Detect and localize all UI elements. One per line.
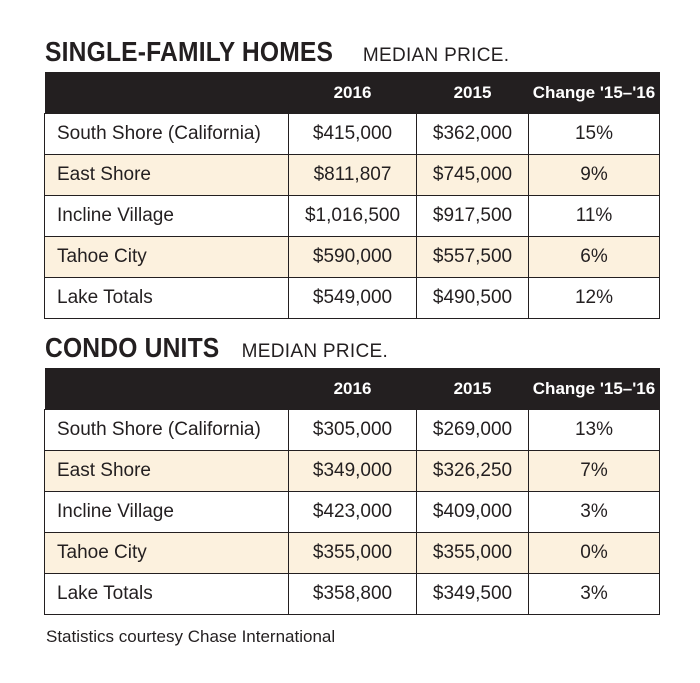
condo-heading: CONDO UNITS — [45, 332, 220, 363]
price-change: 11% — [528, 195, 660, 237]
price-2016: $349,000 — [288, 450, 417, 492]
price-2016: $811,807 — [288, 154, 417, 196]
header-2015: 2015 — [416, 72, 529, 114]
condo-table: 2016 2015 Change '15–'16 South Shore (Ca… — [44, 368, 660, 615]
table-row: South Shore (California) $415,000 $362,0… — [44, 113, 660, 155]
area-name: Incline Village — [44, 195, 289, 237]
price-change: 0% — [528, 532, 660, 574]
single-family-title: SINGLE-FAMILY HOMES MEDIAN PRICE. — [45, 36, 509, 68]
price-change: 7% — [528, 450, 660, 492]
single-family-subtitle: MEDIAN PRICE. — [362, 45, 510, 66]
table-row: South Shore (California) $305,000 $269,0… — [44, 409, 660, 451]
price-2016: $305,000 — [288, 409, 417, 451]
header-change: Change '15–'16 — [528, 72, 660, 114]
header-area — [44, 72, 289, 114]
table-row: Incline Village $1,016,500 $917,500 11% — [44, 195, 660, 237]
area-name: South Shore (California) — [44, 409, 289, 451]
price-2015: $355,000 — [416, 532, 529, 574]
area-name: East Shore — [44, 154, 289, 196]
single-family-heading: SINGLE-FAMILY HOMES — [45, 36, 334, 67]
price-change: 3% — [528, 491, 660, 533]
header-2016: 2016 — [288, 368, 417, 410]
header-area — [44, 368, 289, 410]
price-2015: $917,500 — [416, 195, 529, 237]
condo-subtitle: MEDIAN PRICE. — [241, 341, 389, 362]
price-2016: $590,000 — [288, 236, 417, 278]
price-2016: $415,000 — [288, 113, 417, 155]
area-name: East Shore — [44, 450, 289, 492]
area-name: Lake Totals — [44, 573, 289, 615]
area-name: Lake Totals — [44, 277, 289, 319]
table-row: Lake Totals $549,000 $490,500 12% — [44, 277, 660, 319]
header-2016: 2016 — [288, 72, 417, 114]
condo-title: CONDO UNITS MEDIAN PRICE. — [45, 332, 388, 364]
price-2016: $358,800 — [288, 573, 417, 615]
area-name: Tahoe City — [44, 236, 289, 278]
price-2015: $490,500 — [416, 277, 529, 319]
price-2016: $549,000 — [288, 277, 417, 319]
price-2015: $409,000 — [416, 491, 529, 533]
table-header-row: 2016 2015 Change '15–'16 — [44, 72, 660, 114]
price-change: 15% — [528, 113, 660, 155]
table-row: Tahoe City $590,000 $557,500 6% — [44, 236, 660, 278]
price-change: 12% — [528, 277, 660, 319]
price-2015: $326,250 — [416, 450, 529, 492]
price-change: 9% — [528, 154, 660, 196]
price-2016: $423,000 — [288, 491, 417, 533]
price-2016: $355,000 — [288, 532, 417, 574]
table-row: East Shore $349,000 $326,250 7% — [44, 450, 660, 492]
table-header-row: 2016 2015 Change '15–'16 — [44, 368, 660, 410]
price-change: 6% — [528, 236, 660, 278]
price-change: 3% — [528, 573, 660, 615]
table-row: Incline Village $423,000 $409,000 3% — [44, 491, 660, 533]
header-change: Change '15–'16 — [528, 368, 660, 410]
source-footnote: Statistics courtesy Chase International — [46, 627, 336, 646]
price-2015: $362,000 — [416, 113, 529, 155]
price-change: 13% — [528, 409, 660, 451]
area-name: Tahoe City — [44, 532, 289, 574]
table-row: Lake Totals $358,800 $349,500 3% — [44, 573, 660, 615]
header-2015: 2015 — [416, 368, 529, 410]
table-row: East Shore $811,807 $745,000 9% — [44, 154, 660, 196]
price-2015: $557,500 — [416, 236, 529, 278]
table-row: Tahoe City $355,000 $355,000 0% — [44, 532, 660, 574]
price-2015: $349,500 — [416, 573, 529, 615]
area-name: Incline Village — [44, 491, 289, 533]
area-name: South Shore (California) — [44, 113, 289, 155]
price-2016: $1,016,500 — [288, 195, 417, 237]
price-2015: $269,000 — [416, 409, 529, 451]
single-family-table: 2016 2015 Change '15–'16 South Shore (Ca… — [44, 72, 660, 319]
price-2015: $745,000 — [416, 154, 529, 196]
